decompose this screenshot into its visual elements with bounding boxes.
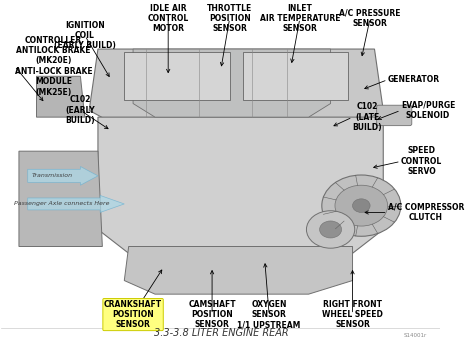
Text: IGNITION
COIL
(EARLY BUILD): IGNITION COIL (EARLY BUILD) bbox=[54, 21, 116, 50]
Polygon shape bbox=[19, 151, 102, 246]
Circle shape bbox=[307, 211, 355, 248]
Text: EVAP/PURGE
SOLENOID: EVAP/PURGE SOLENOID bbox=[401, 101, 455, 120]
Text: Transmission: Transmission bbox=[32, 173, 73, 178]
Text: IDLE AIR
CONTROL
MOTOR: IDLE AIR CONTROL MOTOR bbox=[147, 4, 189, 33]
Polygon shape bbox=[36, 76, 85, 117]
Polygon shape bbox=[124, 246, 353, 294]
Text: THROTTLE
POSITION
SENSOR: THROTTLE POSITION SENSOR bbox=[207, 4, 252, 33]
Text: GENERATOR: GENERATOR bbox=[388, 75, 440, 84]
Text: C102
(EARLY
BUILD): C102 (EARLY BUILD) bbox=[65, 96, 95, 125]
Polygon shape bbox=[124, 52, 229, 100]
Polygon shape bbox=[27, 195, 124, 212]
Text: INLET
AIR TEMPERATURE
SENSOR: INLET AIR TEMPERATURE SENSOR bbox=[260, 4, 340, 33]
Text: A/C COMPRESSOR
CLUTCH: A/C COMPRESSOR CLUTCH bbox=[388, 203, 464, 222]
Polygon shape bbox=[27, 167, 98, 185]
Text: OXYGEN
SENSOR
1/1 UPSTREAM: OXYGEN SENSOR 1/1 UPSTREAM bbox=[237, 300, 301, 329]
Circle shape bbox=[353, 199, 370, 212]
Text: CRANKSHAFT
POSITION
SENSOR: CRANKSHAFT POSITION SENSOR bbox=[104, 300, 162, 329]
Polygon shape bbox=[98, 117, 383, 253]
Text: RIGHT FRONT
WHEEL SPEED
SENSOR: RIGHT FRONT WHEEL SPEED SENSOR bbox=[322, 300, 383, 329]
Text: CONTROLLER
ANTILOCK BRAKE
(MK20E)
ANTI-LOCK BRAKE
MODULE
(MK25E): CONTROLLER ANTILOCK BRAKE (MK20E) ANTI-L… bbox=[15, 36, 92, 97]
Circle shape bbox=[335, 185, 388, 226]
Circle shape bbox=[319, 221, 342, 238]
Polygon shape bbox=[243, 52, 348, 100]
Text: 3.3-3.8 LITER ENGINE REAR: 3.3-3.8 LITER ENGINE REAR bbox=[154, 328, 288, 338]
Circle shape bbox=[322, 175, 401, 236]
Polygon shape bbox=[89, 49, 383, 127]
Text: CAMSHAFT
POSITION
SENSOR: CAMSHAFT POSITION SENSOR bbox=[188, 300, 236, 329]
Polygon shape bbox=[133, 49, 330, 117]
Text: A/C PRESSURE
SENSOR: A/C PRESSURE SENSOR bbox=[339, 9, 401, 28]
Text: Passenger Axle connects Here: Passenger Axle connects Here bbox=[14, 202, 109, 206]
Text: C102
(LATE
BUILD): C102 (LATE BUILD) bbox=[353, 102, 382, 132]
FancyBboxPatch shape bbox=[377, 105, 412, 126]
Text: SPEED
CONTROL
SERVO: SPEED CONTROL SERVO bbox=[401, 147, 442, 176]
Text: S14001r: S14001r bbox=[404, 334, 427, 338]
